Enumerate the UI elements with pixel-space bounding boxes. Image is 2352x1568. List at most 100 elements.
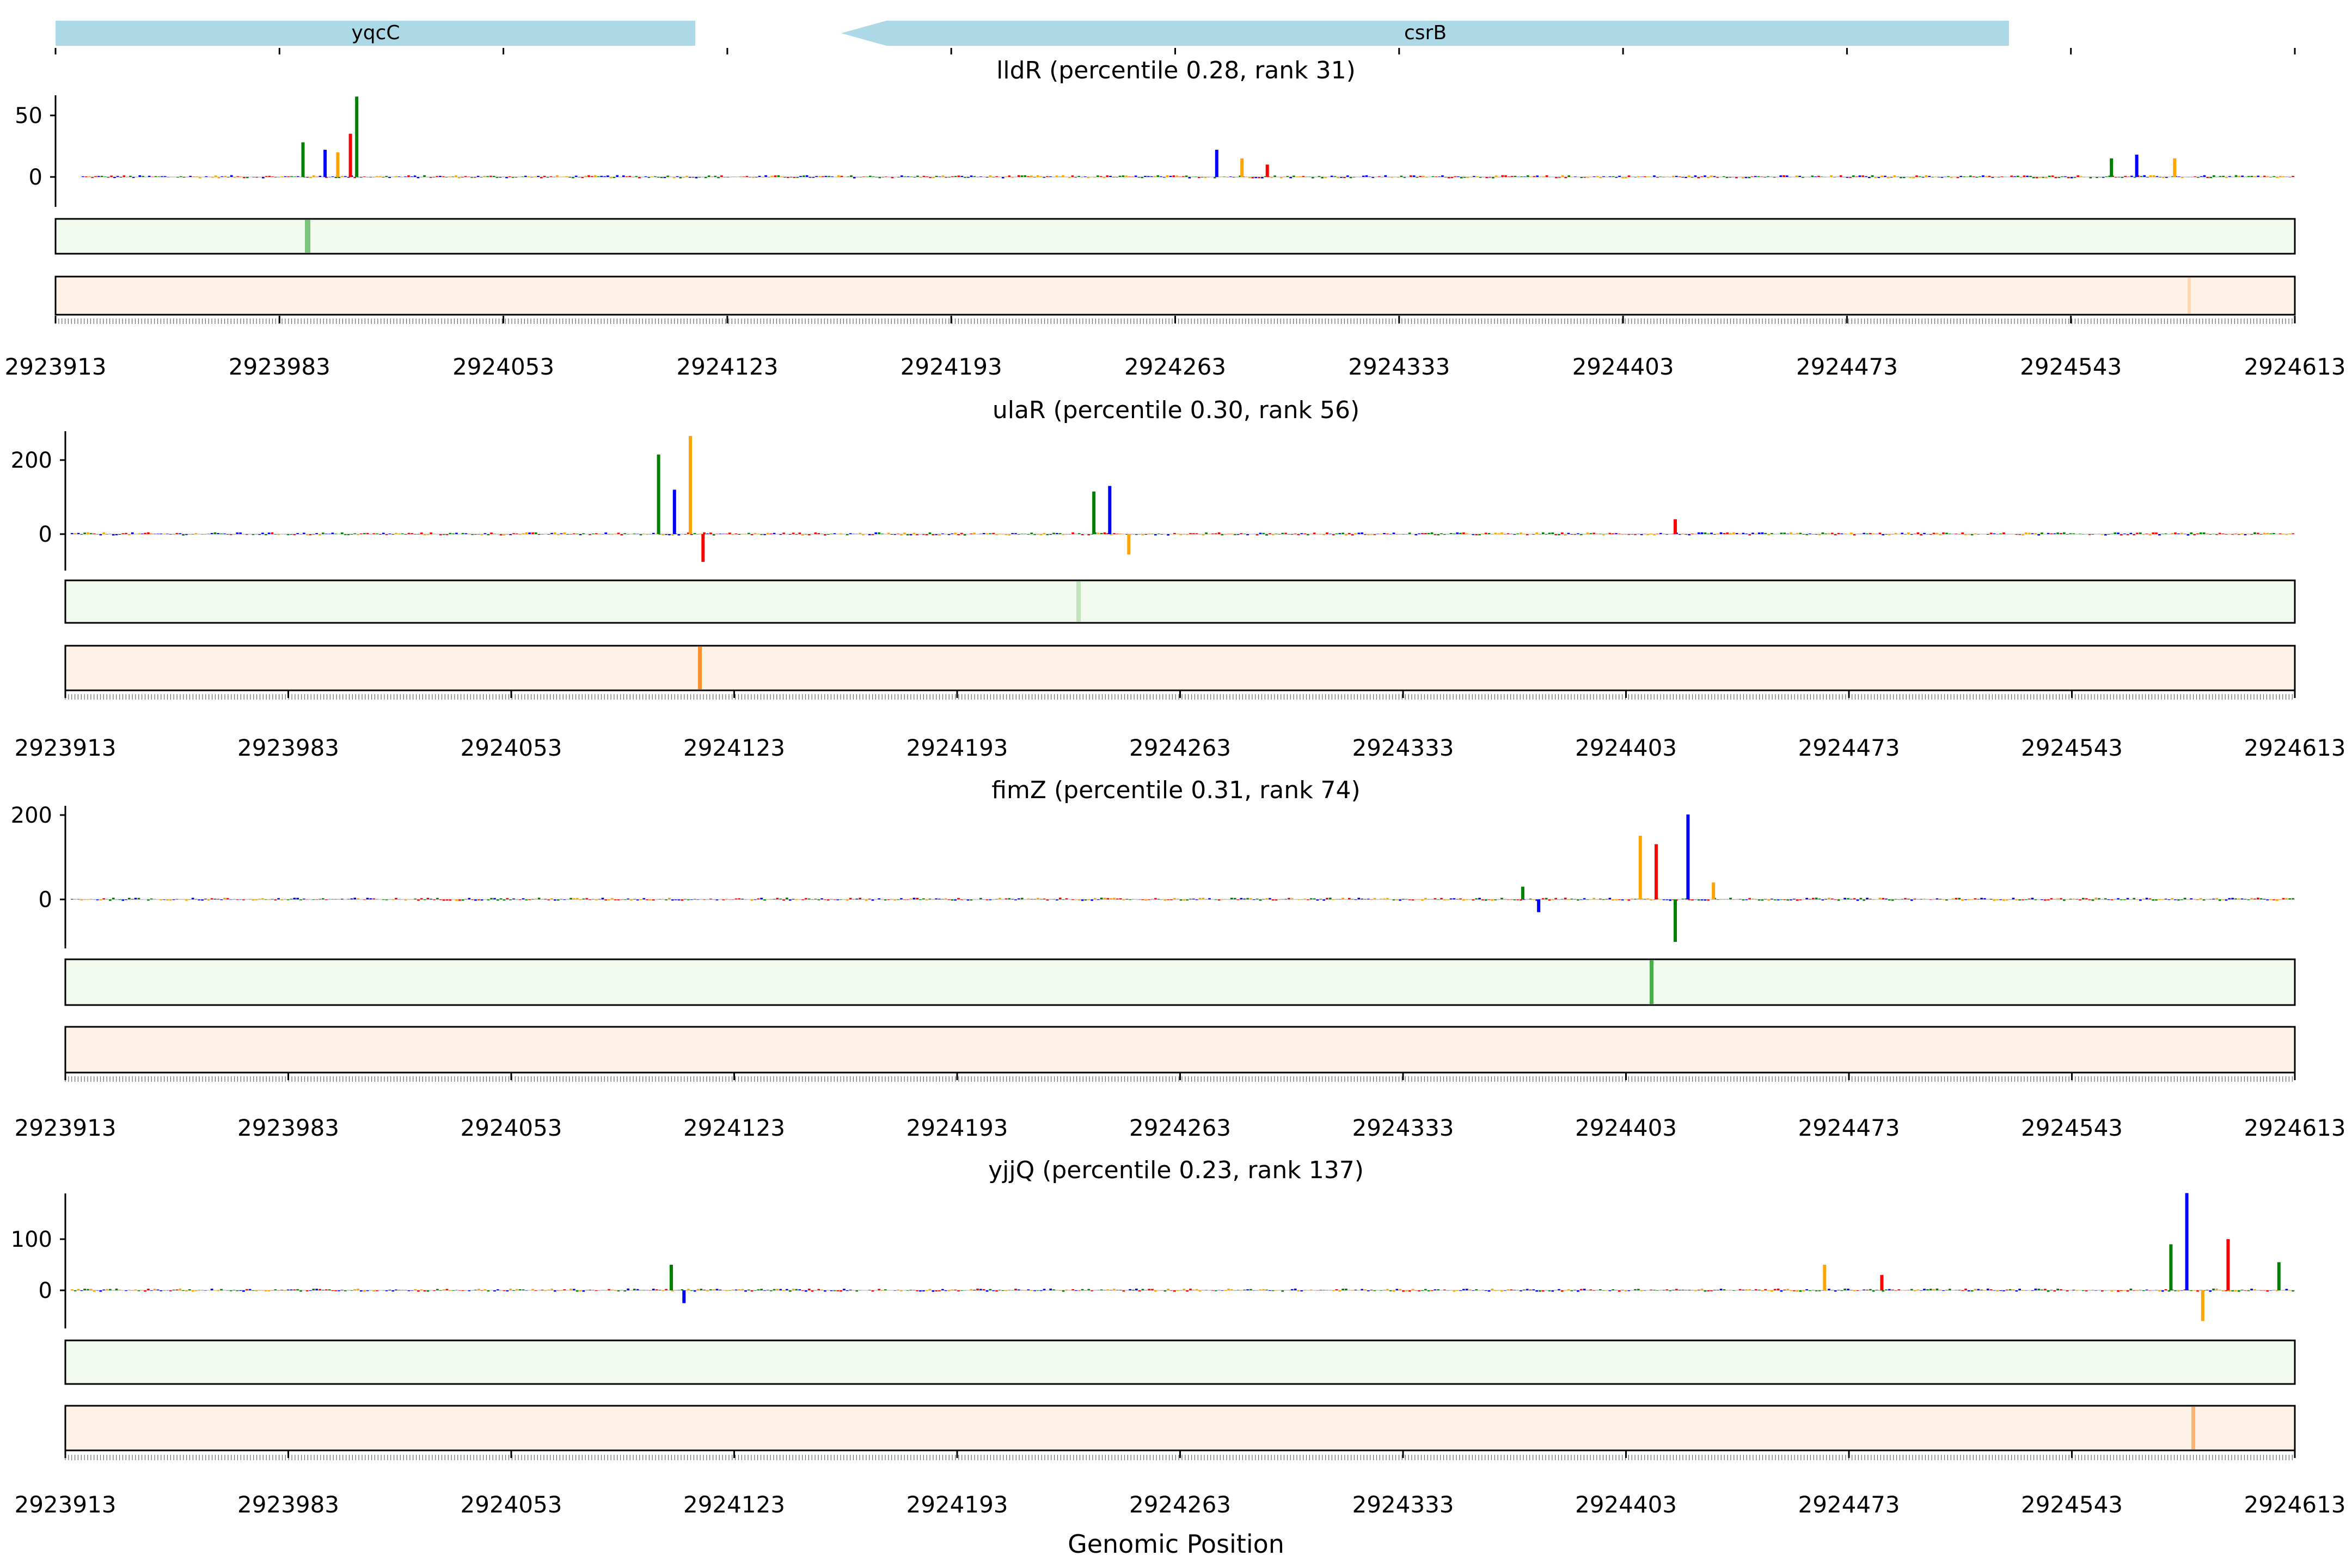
signal-mark — [2183, 898, 2186, 899]
signal-mark — [1520, 1290, 1522, 1291]
signal-mark — [1828, 897, 1830, 899]
signal-mark — [1802, 534, 1805, 535]
signal-mark — [2288, 1290, 2291, 1291]
signal-mark — [1516, 899, 1519, 901]
signal-mark — [1202, 534, 1205, 536]
signal-mark — [1535, 899, 1538, 901]
signal-mark — [2231, 534, 2234, 535]
signal-mark — [681, 1289, 684, 1290]
signal-mark — [1700, 532, 1704, 534]
signal-mark — [1138, 1290, 1141, 1292]
signal-mark — [636, 899, 639, 901]
signal-mark — [1380, 534, 1382, 535]
signal-mark — [522, 1289, 525, 1290]
signal-mark — [992, 532, 995, 534]
signal-mark — [919, 899, 922, 901]
signal-mark — [1780, 532, 1783, 534]
signal-mark — [1265, 898, 1268, 899]
signal-mark — [2180, 177, 2184, 179]
signal-mark — [1030, 175, 1033, 177]
signal-mark — [1148, 1289, 1150, 1290]
x-tick-label: 2923983 — [237, 1114, 339, 1141]
signal-mark — [1357, 897, 1361, 899]
signal-mark — [1154, 534, 1157, 536]
signal-mark — [1796, 1290, 1799, 1292]
signal-mark — [1487, 1290, 1491, 1292]
signal-mark — [2259, 534, 2263, 535]
signal-mark — [1592, 532, 1595, 534]
signal-mark — [760, 534, 763, 535]
signal-mark — [1236, 899, 1240, 901]
signal-mark — [436, 1289, 439, 1290]
signal-mark — [148, 175, 151, 177]
signal-mark — [246, 534, 248, 535]
y-tick-label: 50 — [15, 103, 42, 128]
signal-mark — [1392, 899, 1395, 901]
signal-mark — [458, 177, 461, 179]
signal-mark — [1122, 175, 1125, 177]
signal-mark — [1122, 899, 1125, 901]
attribution-peak — [701, 534, 705, 562]
signal-mark — [2080, 176, 2082, 177]
attribution-signal — [71, 814, 2295, 942]
x-axis: 2923913 2923983 2924053 2924123 2924193 29242… — [14, 1073, 2346, 1141]
signal-mark — [1001, 1290, 1004, 1291]
signal-mark — [1110, 534, 1112, 535]
signal-mark — [487, 1290, 490, 1292]
signal-mark — [850, 175, 853, 177]
signal-mark — [944, 898, 947, 899]
signal-mark — [1574, 176, 1577, 177]
signal-mark — [1316, 899, 1319, 901]
signal-mark — [2126, 1290, 2129, 1292]
signal-mark — [163, 899, 166, 900]
signal-mark — [957, 534, 960, 535]
signal-mark — [2148, 898, 2152, 899]
signal-mark — [722, 534, 725, 535]
signal-mark — [2215, 898, 2218, 899]
green-score-track — [54, 218, 2296, 255]
signal-mark — [161, 176, 163, 177]
signal-mark — [1504, 175, 1507, 177]
signal-mark — [509, 176, 511, 177]
signal-mark — [214, 175, 217, 177]
signal-mark — [1602, 176, 1605, 177]
signal-mark — [935, 534, 938, 535]
signal-mark — [2018, 899, 2021, 901]
signal-mark — [528, 899, 531, 900]
signal-mark — [995, 534, 998, 535]
signal-mark — [296, 898, 299, 899]
signal-mark — [1925, 175, 1928, 177]
signal-mark — [471, 899, 474, 900]
x-tick-label: 2924123 — [676, 353, 778, 380]
signal-mark — [1484, 532, 1487, 534]
signal-mark — [2231, 898, 2234, 899]
signal-mark — [833, 899, 836, 900]
signal-mark — [754, 1290, 757, 1291]
signal-mark — [1290, 534, 1294, 535]
signal-mark — [604, 899, 608, 901]
signal-mark — [963, 534, 966, 536]
signal-mark — [169, 534, 172, 535]
signal-mark — [1909, 177, 1912, 178]
signal-mark — [1989, 1289, 1993, 1290]
signal-mark — [1217, 899, 1221, 901]
signal-mark — [1269, 1290, 1271, 1291]
signal-mark — [1189, 1288, 1192, 1290]
signal-mark — [992, 1290, 995, 1291]
signal-mark — [1963, 176, 1965, 177]
signal-mark — [497, 1289, 499, 1290]
signal-mark — [970, 899, 973, 901]
signal-mark — [597, 176, 600, 177]
signal-mark — [1659, 176, 1662, 177]
signal-mark — [97, 176, 100, 177]
signal-mark — [2177, 899, 2180, 901]
signal-mark — [423, 1290, 426, 1292]
signal-mark — [413, 175, 416, 177]
signal-mark — [1897, 899, 1901, 900]
signal-mark — [1980, 898, 1983, 899]
signal-mark — [1840, 1290, 1843, 1291]
signal-mark — [1831, 1290, 1834, 1291]
signal-mark — [1290, 898, 1294, 899]
signal-mark — [1223, 176, 1226, 177]
